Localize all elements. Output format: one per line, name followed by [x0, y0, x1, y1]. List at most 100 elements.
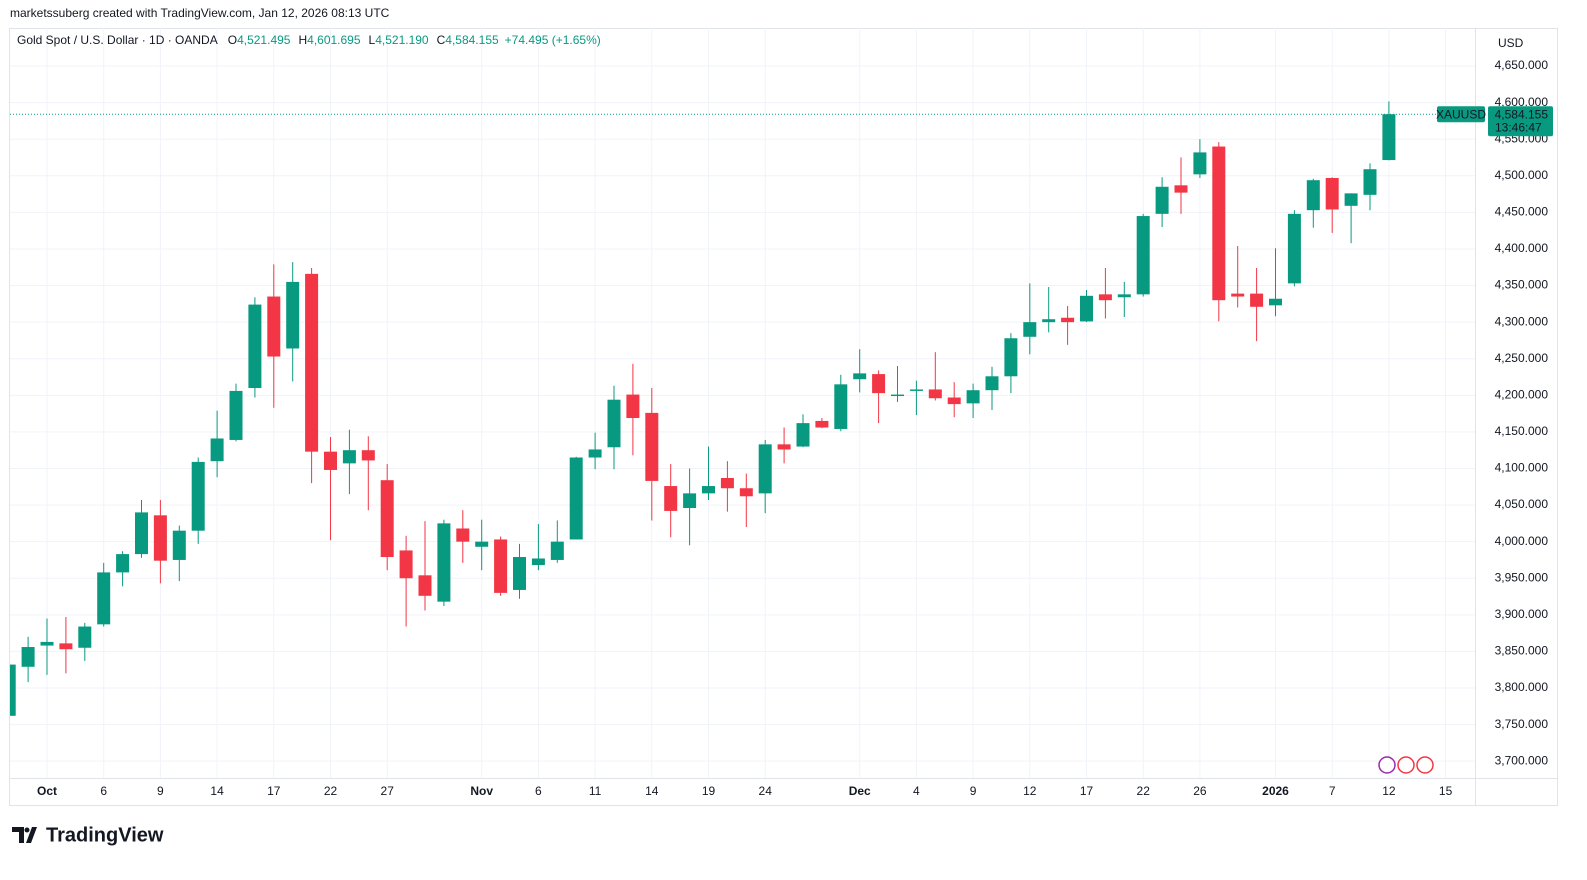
logo-dot [24, 827, 30, 833]
legend: Gold Spot / U.S. Dollar · 1D · OANDA O4,5… [17, 33, 601, 47]
y-tick-label: 3,850.000 [1495, 644, 1549, 658]
candle-body [1287, 213, 1301, 284]
x-tick-label: 11 [589, 784, 602, 798]
x-tick-label: 6 [535, 784, 542, 798]
logo-mark [12, 827, 37, 843]
candle-body [267, 296, 281, 357]
x-tick-label: Dec [849, 784, 871, 798]
candle-body [702, 486, 715, 494]
candle-body [324, 451, 337, 470]
candle-body [1004, 338, 1018, 377]
candle-body [872, 374, 886, 394]
candle-body [739, 488, 753, 497]
x-tick-label: 4 [913, 784, 920, 798]
legend-key: L [369, 33, 376, 47]
countdown: 13:46:47 [1495, 120, 1542, 134]
brand-logo: TradingView [12, 824, 164, 846]
candle-body [97, 572, 111, 625]
candle-body [494, 539, 508, 593]
x-tick-label: 17 [1080, 784, 1094, 798]
x-tick-label: 15 [1439, 784, 1453, 798]
y-tick-label: 4,350.000 [1495, 278, 1549, 292]
y-tick-label: 4,000.000 [1495, 534, 1549, 548]
x-tick-label: 17 [267, 784, 281, 798]
candle-body [1042, 319, 1056, 323]
candle-body [1061, 317, 1075, 323]
legend-key: H [298, 33, 307, 47]
candle-body [1080, 295, 1093, 322]
y-tick-label: 4,200.000 [1495, 387, 1549, 401]
candle-body [513, 557, 526, 590]
y-tick-label: 4,450.000 [1495, 205, 1549, 219]
x-tick-label: 6 [100, 784, 107, 798]
candle-body [720, 478, 734, 489]
candle-body [645, 412, 659, 481]
y-tick-label: 4,300.000 [1495, 314, 1549, 328]
candle-body [1344, 193, 1358, 206]
candle-body [191, 461, 205, 531]
legend-title: Gold Spot / U.S. Dollar · 1D · OANDA [17, 33, 218, 47]
candle-body [40, 641, 54, 646]
x-tick-label: Nov [470, 784, 493, 798]
candle-body [399, 550, 413, 579]
candle-body [116, 554, 130, 573]
price-tag [1488, 106, 1553, 137]
candle-body [985, 376, 999, 391]
candle-body [153, 515, 167, 561]
y-tick-label: 4,600.000 [1495, 95, 1549, 109]
x-tick-label: 14 [645, 784, 659, 798]
y-tick-label: 3,750.000 [1495, 717, 1549, 731]
candle-body [361, 450, 375, 461]
symbol-tag-label: XAUUSD [1436, 107, 1486, 121]
candle-body [1155, 186, 1169, 214]
candle-body [815, 420, 829, 428]
candle-body [437, 523, 451, 602]
y-tick-label: 4,400.000 [1495, 241, 1549, 255]
candle-body [928, 389, 942, 399]
attribution: marketssuberg created with TradingView.c… [10, 6, 390, 20]
candle-body [342, 450, 356, 464]
legend-key: O [228, 33, 237, 47]
x-tick-label: 7 [1329, 784, 1336, 798]
y-tick-label: 3,800.000 [1495, 680, 1549, 694]
symbol-tag [1437, 106, 1485, 123]
candle-body [1212, 146, 1226, 301]
candle-body [21, 647, 35, 667]
candle-body [1174, 185, 1188, 193]
legend-value: 4,521.495 [237, 33, 291, 47]
candle-body [966, 390, 980, 404]
candle-body [1269, 298, 1282, 306]
candle-body [1117, 294, 1131, 298]
candle-body [1382, 114, 1396, 161]
candle-body [796, 423, 810, 447]
candle-body [248, 304, 262, 388]
candle-body [588, 449, 602, 458]
candle-body [531, 558, 545, 566]
event-icon [1416, 756, 1434, 774]
x-tick-label: Oct [37, 784, 57, 798]
candle-body [758, 444, 772, 494]
candle-body [1023, 322, 1037, 337]
candle-body [418, 575, 432, 596]
legend-value: 4,584.155 [445, 33, 499, 47]
candle-body [1193, 152, 1207, 175]
y-tick-label: 3,900.000 [1495, 607, 1549, 621]
candle-body [550, 541, 564, 560]
candle-body [607, 399, 621, 448]
candle-body [1250, 293, 1264, 307]
candle-body [1363, 169, 1377, 195]
candle-body [683, 493, 697, 508]
candles [10, 101, 1396, 716]
x-tick-label: 2026 [1262, 784, 1289, 798]
candle-body [664, 486, 678, 511]
candle-body [229, 390, 243, 440]
candle-body [569, 457, 583, 540]
legend-value: 4,521.190 [375, 33, 429, 47]
brand: TradingView [46, 824, 164, 846]
candle-body [59, 643, 73, 650]
candle-body [777, 444, 791, 450]
y-tick-label: 4,050.000 [1495, 497, 1549, 511]
legend-change: +74.495 (+1.65%) [505, 33, 601, 47]
y-tick-label: 4,650.000 [1495, 58, 1549, 72]
price-tag-label: 4,584.155 [1495, 107, 1549, 121]
